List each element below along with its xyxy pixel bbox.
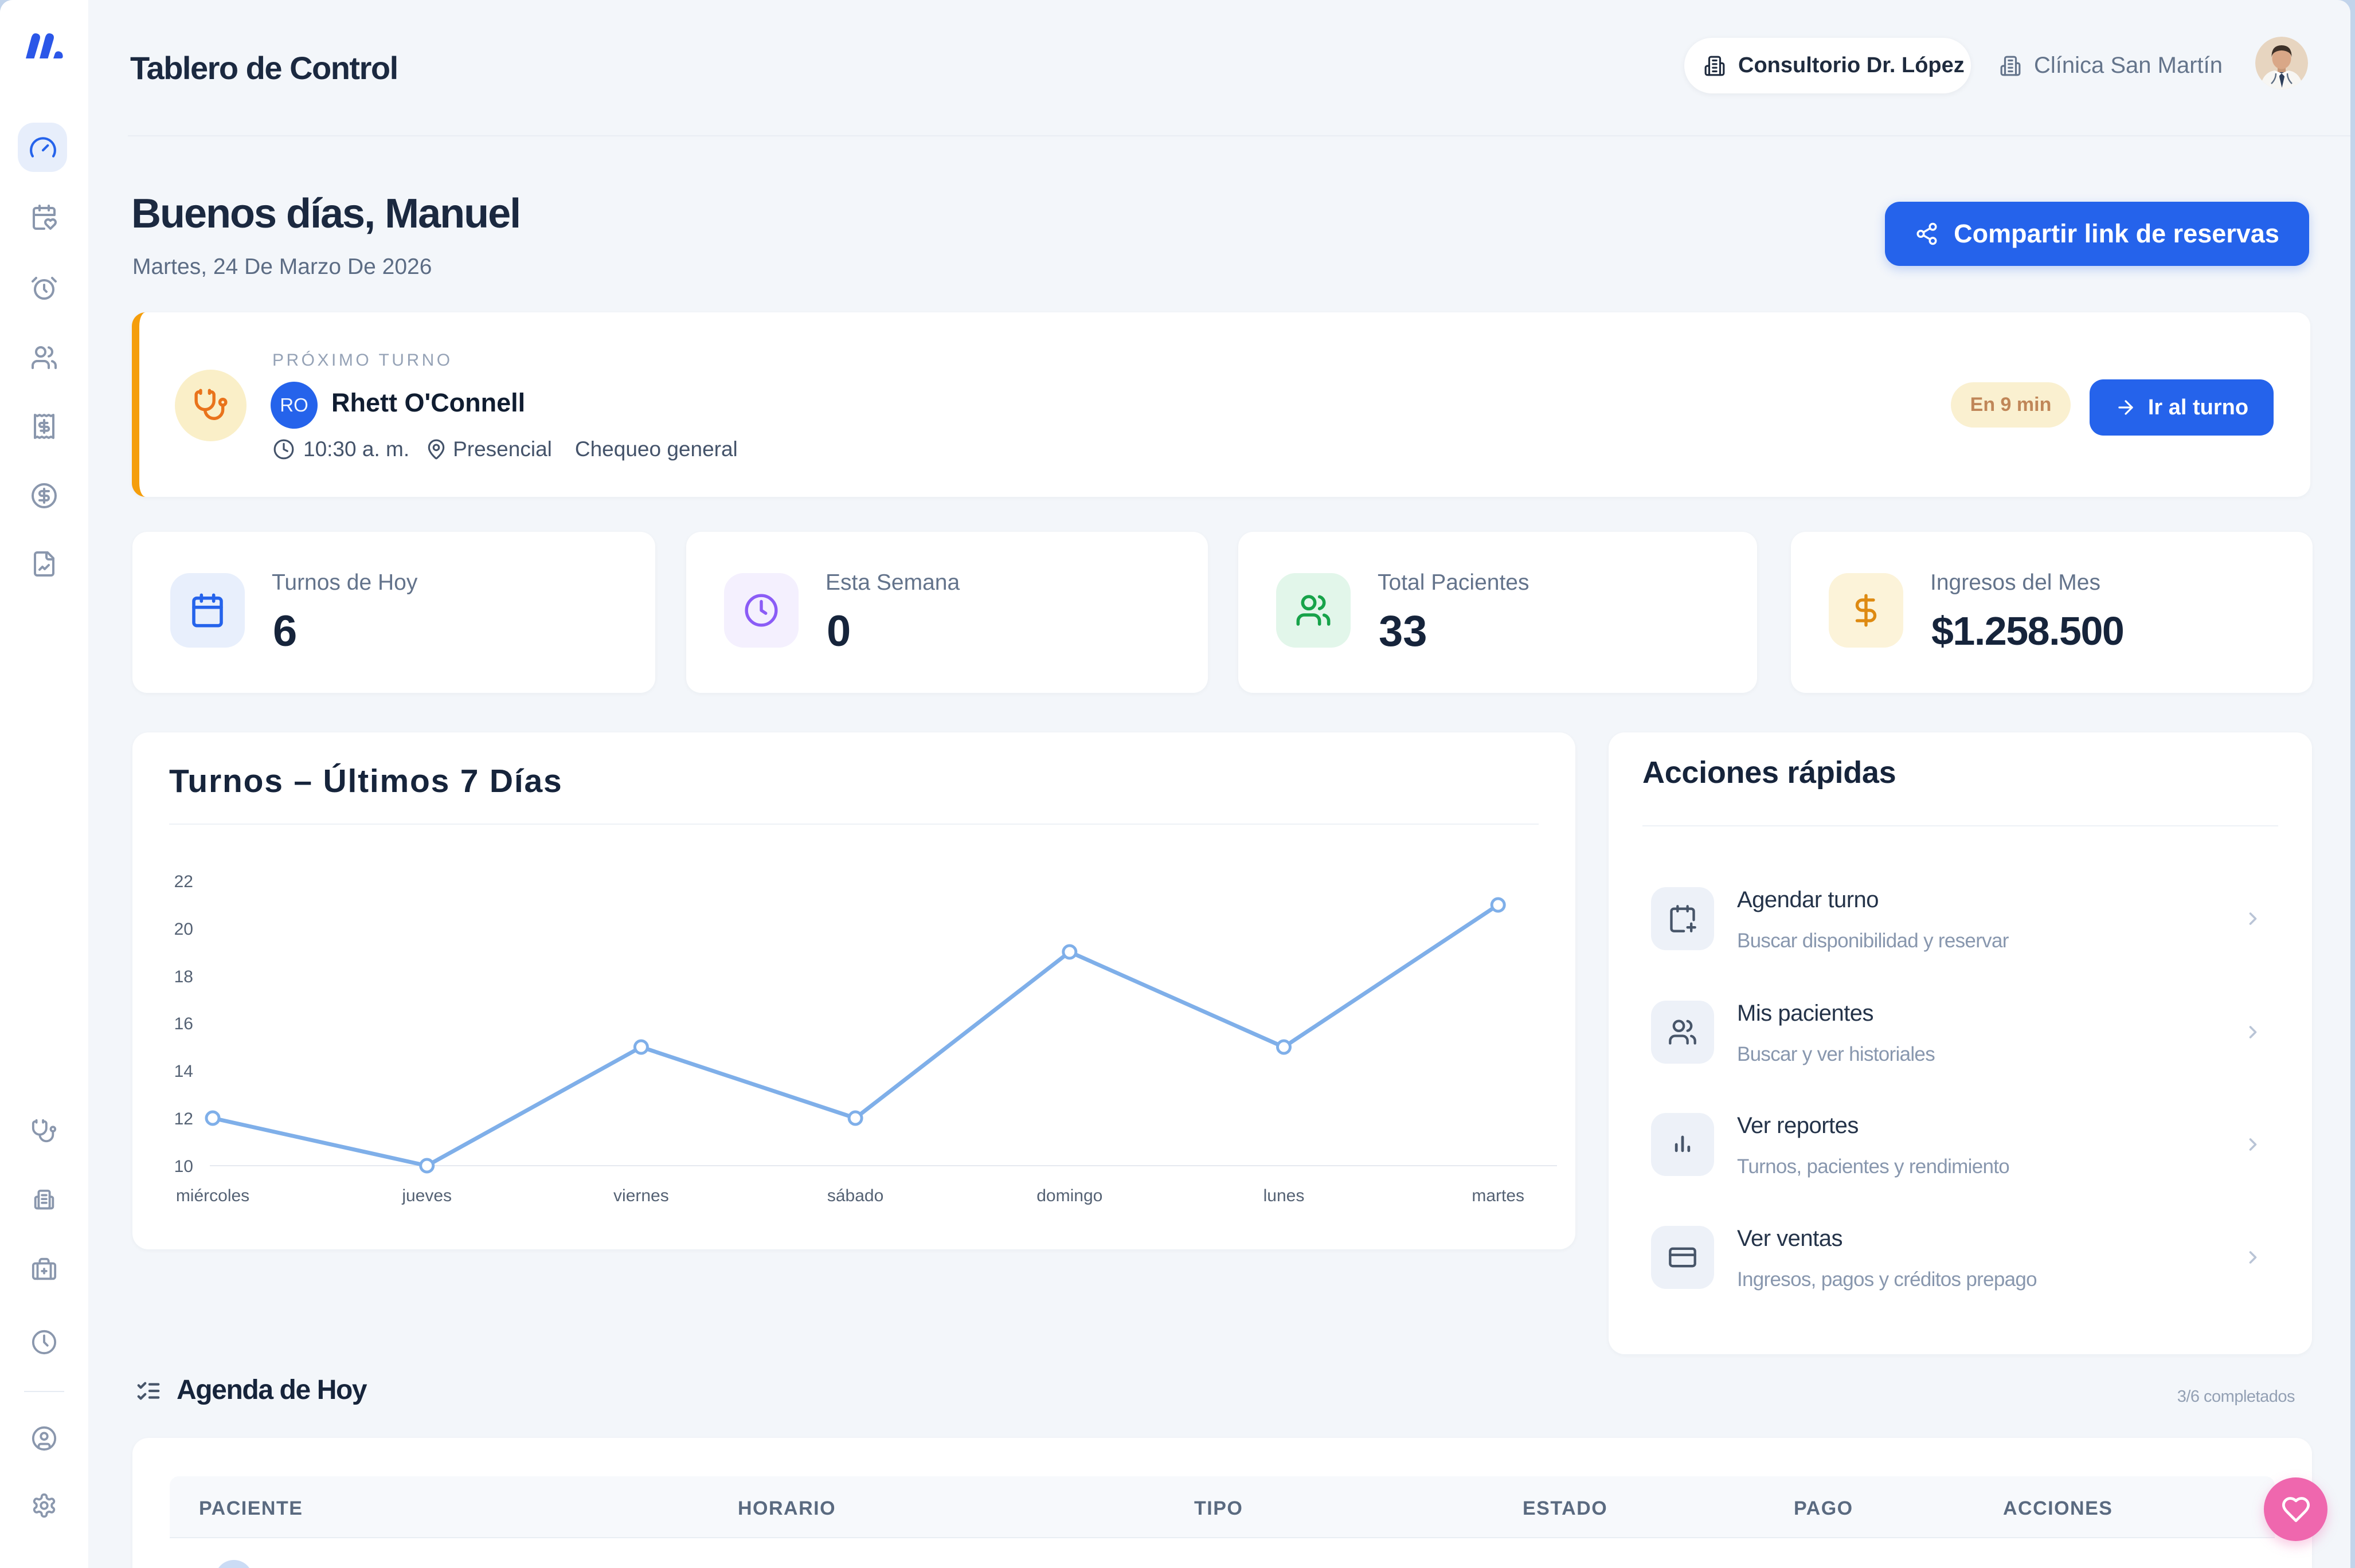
svg-text:22: 22: [174, 872, 193, 891]
svg-text:14: 14: [174, 1062, 193, 1081]
svg-text:domingo: domingo: [1036, 1186, 1102, 1205]
svg-text:16: 16: [174, 1014, 193, 1033]
svg-text:20: 20: [174, 920, 193, 939]
svg-text:viernes: viernes: [613, 1186, 669, 1205]
svg-text:18: 18: [174, 967, 193, 986]
svg-text:jueves: jueves: [401, 1186, 452, 1205]
svg-text:miércoles: miércoles: [176, 1186, 249, 1205]
svg-text:sábado: sábado: [827, 1186, 883, 1205]
svg-text:martes: martes: [1472, 1186, 1524, 1205]
svg-text:10: 10: [174, 1157, 193, 1176]
svg-text:lunes: lunes: [1263, 1186, 1305, 1205]
svg-text:12: 12: [174, 1110, 193, 1128]
